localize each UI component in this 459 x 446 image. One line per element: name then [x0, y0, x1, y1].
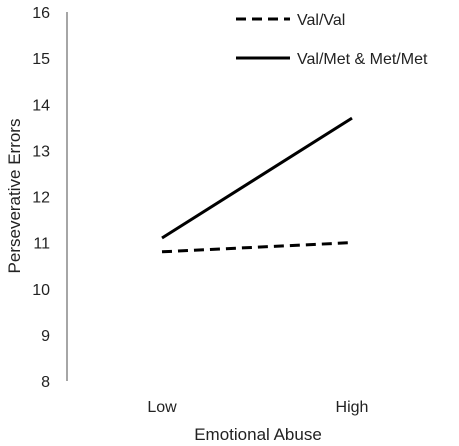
x-tick-labels: Low High	[147, 399, 368, 416]
series-lines	[161, 116, 353, 254]
x-tick-label: Low	[147, 399, 177, 416]
x-tick-label: High	[336, 399, 369, 416]
series-line-2	[161, 116, 353, 240]
legend-label-2: Val/Met & Met/Met	[297, 51, 428, 68]
y-tick-label: 8	[41, 374, 50, 391]
y-tick-label: 9	[41, 328, 50, 345]
legend: Val/Val Val/Met & Met/Met	[236, 12, 428, 68]
y-axis-title: Perseverative Errors	[5, 119, 24, 274]
series-line-1	[161, 241, 353, 254]
y-tick-label: 14	[32, 97, 50, 114]
y-tick-label: 10	[32, 282, 50, 299]
y-tick-labels: 8 9 10 11 12 13 14 15 16	[32, 5, 50, 391]
y-tick-label: 11	[33, 236, 50, 253]
x-axis-title: Emotional Abuse	[194, 425, 322, 444]
y-tick-label: 12	[32, 190, 50, 207]
y-tick-label: 16	[32, 5, 50, 22]
legend-label-1: Val/Val	[297, 12, 345, 29]
y-tick-label: 13	[32, 143, 50, 160]
y-tick-label: 15	[32, 51, 50, 68]
